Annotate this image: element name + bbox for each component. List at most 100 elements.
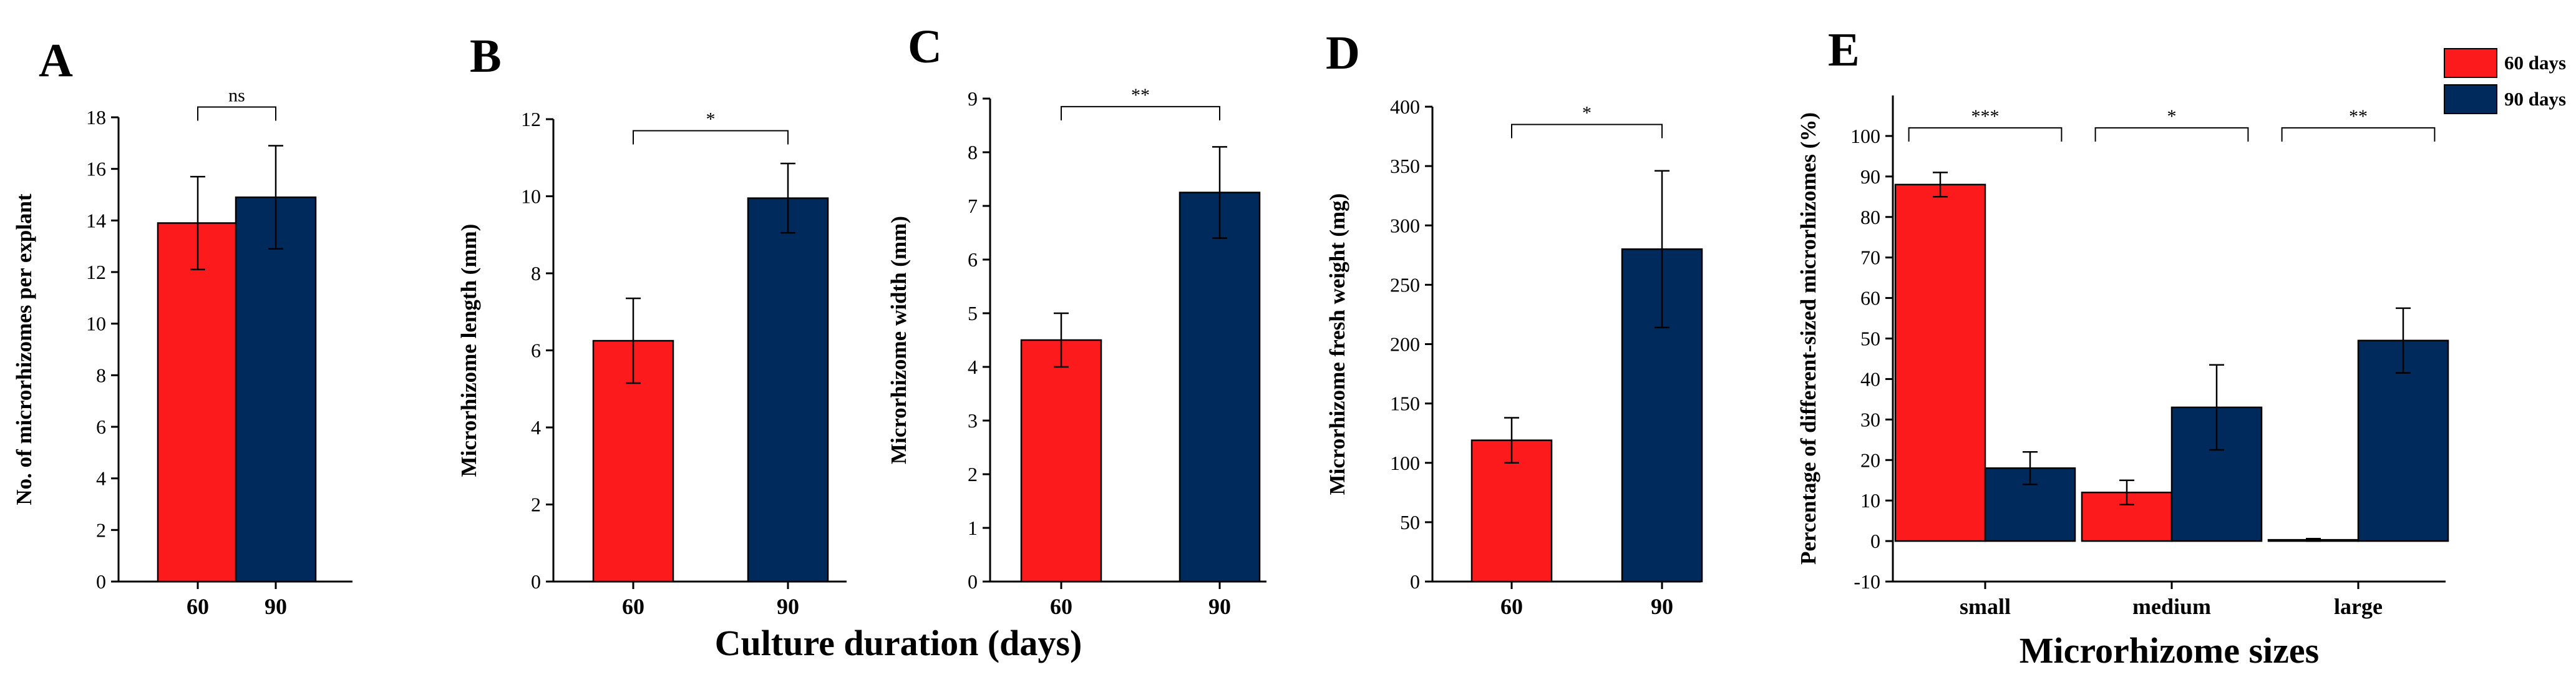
y-tick-label: 50 <box>1860 328 1880 350</box>
bar <box>1894 183 1986 542</box>
bar <box>235 196 317 583</box>
panel-e: E -10 0 10 20 30 40 50 60 70 80 90 100 Percentage of … <box>1796 24 2566 671</box>
y-tick-label: 12 <box>521 108 541 130</box>
y-tick-label: 150 <box>1390 392 1420 415</box>
y-tick-label: -10 <box>1854 570 1880 593</box>
significance-label: *** <box>1971 106 2000 127</box>
x-tick-label: large <box>2334 594 2383 619</box>
legend-swatch <box>2444 48 2497 78</box>
y-tick-label: 12 <box>86 261 106 283</box>
y-tick-label: 40 <box>1860 368 1880 390</box>
panel-d: D 0 50 100 150 200 250 300 350 400 Microrhizome fr… <box>1325 27 1703 619</box>
y-tick-label: 0 <box>1870 530 1880 552</box>
y-tick-label: 200 <box>1390 333 1420 356</box>
y-tick-label: 100 <box>1390 452 1420 474</box>
y-tick-label: 14 <box>86 209 106 231</box>
y-tick-label: 9 <box>968 87 978 110</box>
y-tick-label: 70 <box>1860 246 1880 269</box>
panel-b: B 0 2 4 6 8 10 12 Microrhizome length (mm) 60 90 * <box>457 30 847 619</box>
legend: 60 days 90 days <box>2444 48 2566 114</box>
significance-bracket <box>1061 105 1220 120</box>
y-tick-label: 0 <box>96 570 106 593</box>
bar <box>1470 439 1553 583</box>
y-tick-label: 400 <box>1390 95 1420 118</box>
y-tick-label: 350 <box>1390 155 1420 177</box>
y-tick-label: 250 <box>1390 273 1420 296</box>
panel-letter: C <box>908 21 942 73</box>
panel-c: C 0 1 2 3 4 5 6 7 8 9 Microrhizome width (mm) 60 90 ** <box>887 21 1266 619</box>
y-tick-label: 0 <box>1410 570 1420 593</box>
y-tick-label: 10 <box>521 185 541 208</box>
x-tick-label: 60 <box>622 594 644 619</box>
panel-letter: B <box>470 30 502 82</box>
y-tick-label: 8 <box>968 141 978 163</box>
y-tick-label: 4 <box>531 416 541 439</box>
y-tick-label: 0 <box>531 570 541 593</box>
panel-a: A 0 2 4 6 8 10 12 14 16 18 No. of microrhizomes per… <box>12 34 352 619</box>
significance-bracket <box>2094 127 2249 142</box>
y-tick-label: 1 <box>968 517 978 539</box>
y-tick-label: 10 <box>1860 489 1880 512</box>
y-tick-label: 2 <box>968 463 978 485</box>
significance-bracket <box>1908 127 2063 142</box>
significance-label: * <box>2167 106 2177 127</box>
panel-letter: A <box>39 34 73 87</box>
bar <box>1179 192 1261 583</box>
x-axis-label: Microrhizome sizes <box>2019 630 2319 671</box>
y-tick-label: 5 <box>968 302 978 324</box>
y-tick-label: 3 <box>968 409 978 432</box>
y-tick-label: 20 <box>1860 449 1880 471</box>
y-tick-label: 6 <box>96 416 106 438</box>
significance-bracket <box>197 106 276 121</box>
y-tick-label: 16 <box>86 158 106 180</box>
y-tick-label: 8 <box>531 262 541 285</box>
panel-letter: D <box>1326 27 1360 79</box>
significance-label: ** <box>2349 106 2368 127</box>
y-tick-label: 6 <box>968 248 978 271</box>
x-tick-label: 60 <box>1050 594 1072 619</box>
legend-label: 60 days <box>2504 52 2566 74</box>
x-tick-label: small <box>1960 594 2011 619</box>
bar <box>747 197 829 583</box>
bar <box>1020 339 1102 583</box>
significance-label: * <box>706 109 716 130</box>
significance-label: * <box>1582 103 1592 124</box>
x-tick-label: 90 <box>1651 594 1673 619</box>
x-tick-label: 60 <box>187 594 209 619</box>
bar <box>2357 339 2449 542</box>
significance-label: ** <box>1131 85 1150 105</box>
y-tick-label: 300 <box>1390 214 1420 236</box>
y-tick-label: 0 <box>968 570 978 593</box>
y-tick-label: 30 <box>1860 408 1880 431</box>
y-axis-label: Percentage of different-sized microrhizo… <box>1796 112 1820 565</box>
y-tick-label: 18 <box>86 106 106 129</box>
significance-bracket <box>2281 127 2436 142</box>
y-tick-label: 80 <box>1860 206 1880 228</box>
y-tick-label: 2 <box>96 519 106 541</box>
legend-label: 90 days <box>2504 88 2566 110</box>
y-tick-label: 6 <box>531 339 541 362</box>
y-axis-label: No. of microrhizomes per explant <box>12 193 36 505</box>
bar <box>157 222 239 583</box>
y-tick-label: 60 <box>1860 287 1880 309</box>
significance-label: ns <box>228 85 245 105</box>
y-axis-label: Microrhizome length (mm) <box>457 224 481 477</box>
y-tick-label: 2 <box>531 494 541 516</box>
x-tick-label: 60 <box>1500 594 1523 619</box>
legend-swatch <box>2444 84 2497 114</box>
y-tick-label: 4 <box>968 356 978 378</box>
y-axis-label: Microrhizome width (mm) <box>887 216 911 464</box>
x-tick-label: 90 <box>777 594 799 619</box>
significance-bracket <box>1511 124 1663 139</box>
y-axis-label: Microrhizome fresh weight (mg) <box>1325 193 1349 495</box>
x-tick-label: 90 <box>265 594 287 619</box>
y-tick-label: 100 <box>1850 125 1880 147</box>
y-tick-label: 90 <box>1860 165 1880 188</box>
x-tick-label: 90 <box>1208 594 1231 619</box>
y-tick-label: 8 <box>96 364 106 386</box>
y-tick-label: 10 <box>86 313 106 335</box>
x-tick-label: medium <box>2132 594 2211 619</box>
panel-letter: E <box>1828 24 1860 76</box>
